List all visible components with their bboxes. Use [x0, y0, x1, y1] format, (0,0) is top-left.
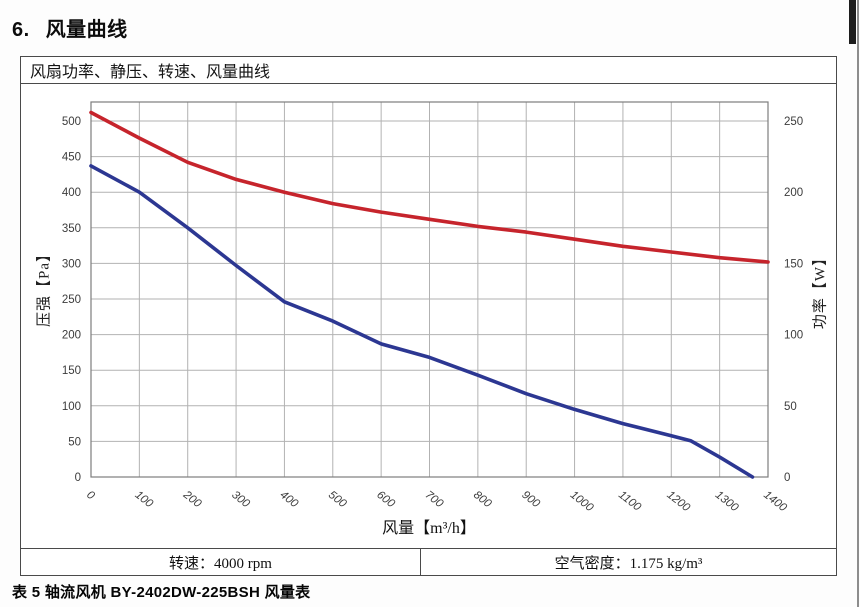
conditions-row: 转速：4000 rpm 空气密度：1.175 kg/m³ [21, 548, 836, 575]
chart-panel: 风扇功率、静压、转速、风量曲线 0 50 100 150 200 250 300 350 400… [20, 56, 837, 576]
page-edge-mark [849, 0, 856, 44]
chart-area: 0 50 100 150 200 250 300 350 400 450 500 0 50 100 150 2… [21, 84, 836, 548]
x-axis-title: 风量【m³/h】 [382, 520, 476, 537]
panel-header-text: 风扇功率、静压、转速、风量曲线 [30, 64, 271, 81]
x-axis-ticks: 0 100 200 300 400 500 600 700 800 900 1000 1100 1200… [84, 488, 789, 514]
speed-cell: 转速：4000 rpm [21, 549, 421, 575]
svg-text:200: 200 [62, 330, 81, 342]
svg-text:1400: 1400 [761, 489, 789, 515]
svg-text:100: 100 [784, 330, 803, 342]
svg-text:450: 450 [62, 152, 81, 164]
svg-text:250: 250 [784, 116, 803, 128]
section-number: 6. [12, 19, 30, 41]
svg-text:1000: 1000 [568, 489, 596, 515]
svg-text:250: 250 [62, 294, 81, 306]
svg-text:500: 500 [62, 116, 81, 128]
section-title: 6. 风量曲线 [12, 13, 128, 42]
svg-text:1200: 1200 [664, 489, 692, 515]
svg-text:350: 350 [62, 223, 81, 235]
left-axis-ticks: 0 50 100 150 200 250 300 350 400 450 500 [62, 116, 81, 484]
air-density-cell: 空气密度：1.175 kg/m³ [554, 555, 703, 572]
svg-text:300: 300 [229, 489, 252, 511]
section-title-text: 风量曲线 [45, 19, 128, 41]
svg-text:200: 200 [180, 488, 204, 510]
right-axis-ticks: 0 50 100 150 200 250 [784, 116, 803, 484]
svg-text:0: 0 [75, 472, 81, 484]
grid [90, 102, 769, 478]
svg-text:800: 800 [471, 489, 494, 511]
plot-border [90, 101, 769, 478]
left-axis-title: 压强【Pa】 [36, 246, 53, 328]
panel-header: 风扇功率、静压、转速、风量曲线 [21, 57, 836, 84]
svg-text:600: 600 [374, 489, 397, 511]
svg-text:100: 100 [62, 401, 81, 413]
right-axis-title: 功率【W】 [812, 249, 829, 330]
table-caption: 表 5 轴流风机 BY-2402DW-225BSH 风量表 [12, 584, 311, 601]
page-edge-line [857, 0, 859, 607]
svg-text:0: 0 [784, 472, 790, 484]
svg-text:100: 100 [133, 489, 156, 511]
svg-text:300: 300 [62, 258, 81, 270]
svg-text:150: 150 [62, 365, 81, 377]
svg-text:50: 50 [784, 401, 797, 413]
svg-text:900: 900 [519, 489, 542, 511]
svg-text:1300: 1300 [713, 489, 741, 515]
svg-text:50: 50 [68, 436, 81, 448]
svg-text:1100: 1100 [616, 489, 643, 514]
svg-text:400: 400 [62, 187, 81, 199]
fan-performance-chart: 0 50 100 150 200 250 300 350 400 450 500 0 50 100 150 2… [62, 101, 803, 514]
static-pressure-curve [89, 164, 755, 479]
svg-text:150: 150 [784, 258, 803, 270]
power-curve [89, 110, 770, 264]
svg-text:500: 500 [326, 489, 349, 511]
svg-text:0: 0 [84, 489, 97, 503]
svg-text:400: 400 [278, 489, 301, 511]
svg-text:700: 700 [423, 489, 446, 511]
svg-text:200: 200 [784, 187, 803, 199]
